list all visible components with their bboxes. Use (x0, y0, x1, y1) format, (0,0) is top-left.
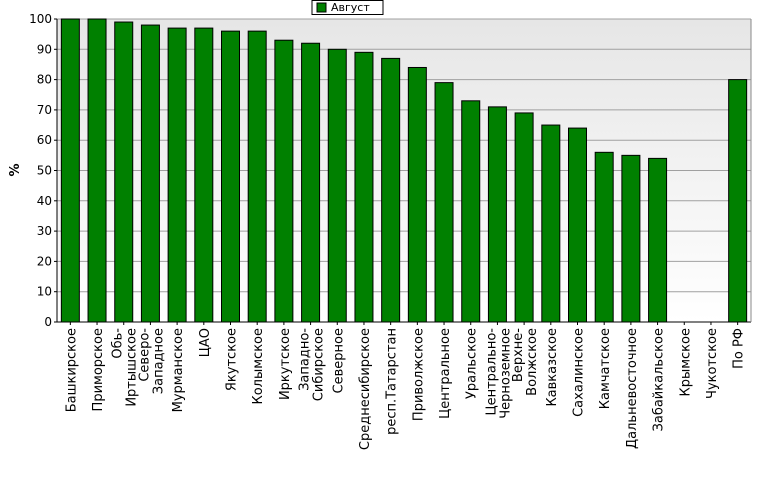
x-tick-label: Верхне-Волжское (511, 328, 540, 396)
bar (621, 154, 641, 323)
x-tick-label: Кавказское (545, 328, 560, 407)
x-tick-label: Центрально-Черноземное (484, 328, 513, 419)
bar (487, 106, 507, 323)
bar (354, 51, 374, 323)
bar (60, 18, 80, 323)
x-tick-label: Северо-Западное (137, 328, 166, 395)
x-tick-label: Крымское (678, 328, 693, 397)
x-tick-label: Уральское (465, 328, 480, 399)
legend-box (311, 0, 384, 15)
bar (274, 39, 294, 323)
bar (247, 30, 267, 323)
bar (728, 79, 748, 323)
x-tick-label: Дальневосточное (625, 328, 640, 449)
bar (541, 124, 561, 323)
y-tick-label: 50 (37, 164, 52, 178)
y-tick-label: 100 (29, 12, 52, 26)
x-tick-label: Приволжское (411, 328, 426, 421)
x-tick-label: Башкирское (64, 328, 79, 412)
bar (194, 27, 214, 323)
x-tick-label: респ.Татарстан (385, 328, 400, 435)
legend: Август (311, 0, 384, 15)
bar (381, 57, 401, 323)
x-tick-label: ЦАО (198, 328, 213, 357)
y-tick-label: 0 (44, 315, 52, 329)
bar (568, 127, 587, 323)
x-tick-label: Якутское (225, 328, 240, 391)
bar (407, 66, 427, 323)
bar (434, 82, 454, 323)
y-tick-label: 90 (37, 42, 52, 56)
legend-swatch (316, 2, 327, 13)
bar (140, 24, 160, 323)
x-tick-label: Среднесибирское (358, 328, 373, 450)
x-tick-label: Западно-Сибирское (298, 328, 327, 402)
x-tick-label: Забайкальское (652, 328, 667, 431)
bar (594, 151, 614, 323)
y-tick-label: 10 (37, 285, 52, 299)
y-tick-label: 70 (37, 103, 52, 117)
bar (461, 100, 481, 323)
x-tick-label: Чукотское (705, 328, 720, 399)
x-tick-label: По РФ (732, 328, 747, 369)
bar (301, 42, 321, 323)
bar (221, 30, 240, 323)
x-tick-label: Обь-Иртышское (111, 328, 140, 407)
legend-label: Август (331, 1, 370, 14)
bar (648, 157, 668, 323)
bar (114, 21, 134, 323)
y-tick-label: 40 (37, 194, 52, 208)
y-tick-label: 60 (37, 133, 52, 147)
x-tick-label: Сахалинское (572, 328, 587, 417)
bar (327, 48, 347, 323)
bar (87, 18, 107, 323)
bar (167, 27, 187, 323)
y-tick-label: 20 (37, 254, 52, 268)
bar (514, 112, 534, 323)
x-tick-label: Северное (331, 328, 346, 393)
x-tick-label: Иркутское (278, 328, 293, 400)
x-tick-label: Центральное (438, 328, 453, 419)
y-tick-label: 30 (37, 224, 52, 238)
y-axis-label: % (8, 163, 23, 176)
x-tick-label: Колымское (251, 328, 266, 405)
x-tick-label: Камчатское (598, 328, 613, 409)
x-tick-label: Мурманское (171, 328, 186, 412)
x-tick-label: Приморское (91, 328, 106, 411)
y-tick-label: 80 (37, 73, 52, 87)
